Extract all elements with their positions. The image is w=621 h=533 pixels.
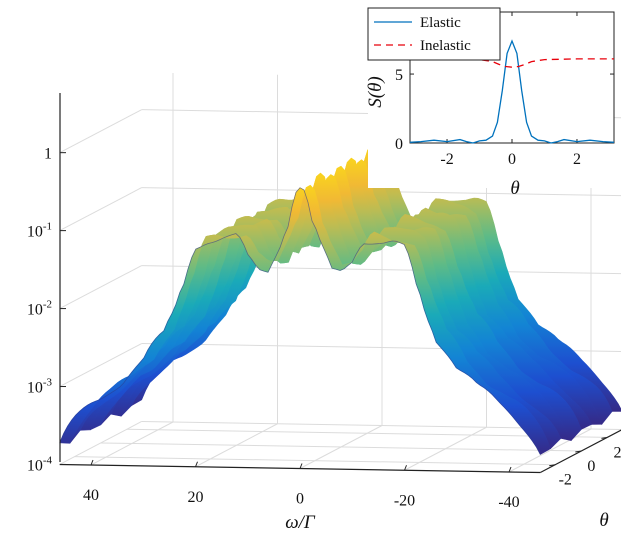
legend-box — [367, 7, 501, 61]
x-tick-mark — [195, 461, 198, 467]
inset-y-tick-label: 5 — [395, 67, 403, 84]
side-grid-z-line — [59, 343, 142, 387]
side-grid-z-line — [59, 265, 142, 310]
inset-y-tick-label: 0 — [395, 136, 403, 153]
z-tick-label: 10-4 — [27, 454, 53, 474]
inset-plot: -2 0 2 0 5 Elastic Inelastic θ S(θ) — [365, 7, 615, 199]
x-tick-mark — [90, 459, 94, 466]
x-tick-mark — [508, 466, 512, 473]
legend: Elastic Inelastic — [367, 7, 501, 61]
theta-tick-label: 2 — [613, 444, 621, 461]
z-tick-label: 10-2 — [27, 299, 52, 319]
surface-front-edge — [59, 187, 541, 455]
x-tick-label: 0 — [296, 491, 304, 508]
floor-grid-theta-line — [126, 428, 608, 438]
x-tick-label: 20 — [188, 489, 204, 506]
x-tick-mark — [299, 463, 303, 469]
floor-grid-theta-line — [74, 456, 556, 466]
inset-x-tick-label: 0 — [508, 151, 516, 168]
x-tick-label: 40 — [83, 487, 99, 504]
theta-tick-mark — [601, 436, 608, 439]
y-axis-label: θ — [599, 510, 608, 531]
x-tick-label: -40 — [498, 494, 519, 511]
inset-inelastic-line — [410, 58, 614, 68]
z-tick-label: 1 — [44, 146, 52, 163]
inset-elastic-line — [409, 39, 615, 144]
inset-x-label: θ — [510, 178, 519, 199]
z-tick-label: 10-3 — [27, 377, 53, 397]
z-tick-label: 10-1 — [27, 221, 52, 241]
inset-x-tick-label: -2 — [440, 151, 453, 168]
inset-y-label: S(θ) — [365, 76, 386, 108]
legend-inelastic-label: Inelastic — [420, 38, 471, 54]
theta-tick-label: 0 — [587, 458, 595, 475]
floor-grid-theta-line — [100, 442, 582, 452]
side-grid-z-line — [59, 109, 142, 154]
theta-tick-label: -2 — [559, 472, 572, 489]
inset-x-tick-label: 2 — [573, 151, 581, 168]
theta-tick-mark — [549, 464, 556, 467]
x-tick-mark — [404, 465, 407, 471]
x-axis-label: ω/Γ — [285, 512, 316, 533]
surface — [59, 144, 621, 455]
legend-elastic-label: Elastic — [420, 15, 461, 31]
side-grid-z-line — [59, 187, 142, 232]
x-tick-label: -20 — [394, 492, 415, 509]
theta-tick-mark — [575, 450, 582, 453]
side-grid-z-line — [59, 421, 142, 465]
